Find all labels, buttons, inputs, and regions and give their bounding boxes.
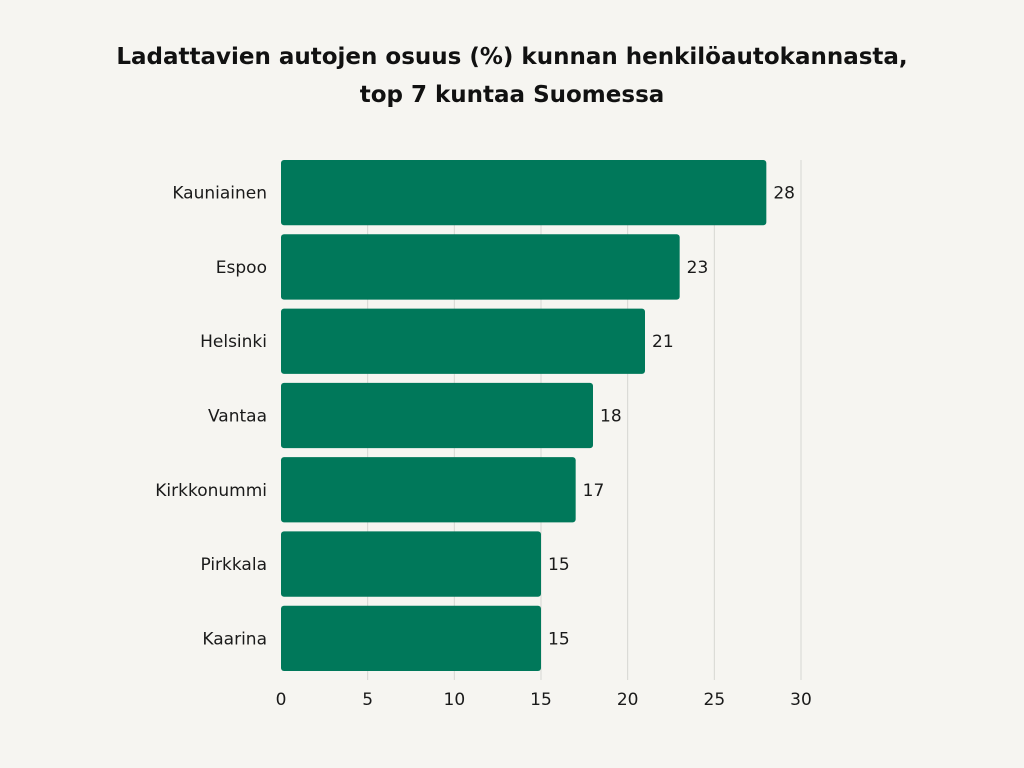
category-label-pirkkala: Pirkkala xyxy=(200,555,267,575)
category-label-kaarina: Kaarina xyxy=(202,629,267,649)
category-label-helsinki: Helsinki xyxy=(200,332,267,352)
category-labels: Kauniainen Espoo Helsinki Vantaa Kirkkonummi… xyxy=(155,184,267,650)
x-tick-label-15: 15 xyxy=(530,690,552,710)
chart-title-line-2: top 7 kuntaa Suomessa xyxy=(359,82,665,108)
category-label-vantaa: Vantaa xyxy=(208,407,267,427)
value-labels: 28 23 21 18 17 15 15 xyxy=(548,184,795,650)
x-tick-label-0: 0 xyxy=(276,690,287,710)
x-tick-label-10: 10 xyxy=(444,690,466,710)
x-tick-label-20: 20 xyxy=(617,690,639,710)
category-label-espoo: Espoo xyxy=(216,258,267,278)
bar-kauniainen xyxy=(281,160,767,226)
bar-vantaa xyxy=(281,382,593,449)
value-label-kaarina: 15 xyxy=(548,629,570,649)
chart-title: Ladattavien autojen osuus (%) kunnan hen… xyxy=(0,38,1024,114)
value-label-pirkkala: 15 xyxy=(548,555,570,575)
category-label-kirkkonummi: Kirkkonummi xyxy=(155,481,267,501)
value-label-espoo: 23 xyxy=(687,258,709,278)
bar-kaarina xyxy=(281,605,541,671)
category-label-kauniainen: Kauniainen xyxy=(172,184,267,204)
x-tick-label-30: 30 xyxy=(790,690,812,710)
x-tick-label-25: 25 xyxy=(704,690,726,710)
value-label-kirkkonummi: 17 xyxy=(583,481,605,501)
bar-espoo xyxy=(281,234,680,300)
bar-helsinki xyxy=(281,308,645,374)
chart-title-line-1: Ladattavien autojen osuus (%) kunnan hen… xyxy=(116,44,908,70)
x-tick-label-5: 5 xyxy=(362,690,373,710)
x-axis-tick-labels: 0 5 10 15 20 25 30 xyxy=(276,690,812,710)
bars xyxy=(281,160,767,671)
value-label-helsinki: 21 xyxy=(652,332,674,352)
value-label-vantaa: 18 xyxy=(600,407,622,427)
value-label-kauniainen: 28 xyxy=(773,184,795,204)
bar-pirkkala xyxy=(281,531,541,597)
bar-kirkkonummi xyxy=(281,457,576,523)
